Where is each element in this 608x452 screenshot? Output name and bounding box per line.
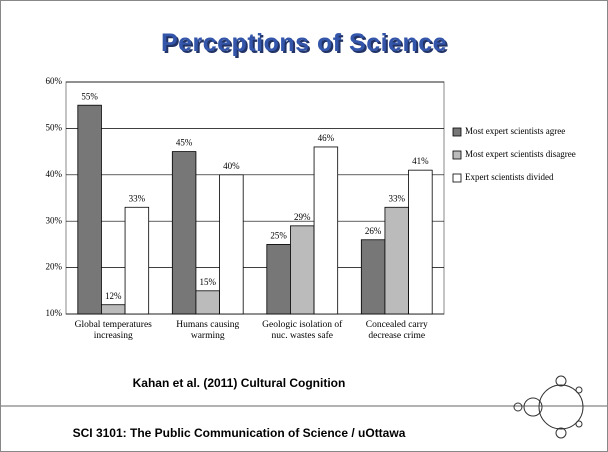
data-label: 45% [176,138,193,148]
bar [384,206,409,315]
data-label: 33% [389,193,406,203]
bar [219,174,244,315]
data-label: 12% [105,291,122,301]
y-tick-label: 50% [46,122,63,132]
bar [313,146,339,315]
data-label: 25% [270,230,287,240]
slide-title: Perceptions of Science [160,29,448,57]
bar [195,290,220,315]
legend-label: Expert scientists divided [465,172,554,182]
footer: SCI 3101: The Public Communication of Sc… [72,426,406,440]
y-tick-label: 30% [46,215,63,225]
citation: Kahan et al. (2011) Cultural Cognition [132,376,346,390]
data-label: 40% [223,161,240,171]
legend-label: Most expert scientists agree [465,126,565,136]
x-tick-label: Concealed carry decrease crime [365,320,428,341]
data-label: 46% [318,133,335,143]
bar [290,225,315,315]
x-tick-label: Humans causing warming [176,320,240,341]
data-label: 33% [129,193,146,203]
data-label: 29% [294,212,311,222]
bar [171,151,197,315]
y-tick-label: 20% [46,262,63,272]
bar [360,239,386,315]
legend-swatch [452,150,462,160]
bar [77,104,102,315]
bar [124,206,150,315]
x-tick-label: Geologic isolation of nuc. wastes safe [262,320,343,341]
y-tick-label: 10% [46,308,63,318]
legend-label: Most expert scientists disagree [465,149,576,159]
data-label: 26% [365,226,382,236]
data-label: 55% [81,91,98,101]
fractal-icon [513,375,584,439]
y-tick-label: 40% [46,169,63,179]
bar [408,169,433,315]
legend-swatch [452,127,462,137]
x-tick-label: Global temperatures increasing [74,320,152,341]
bar [101,304,126,315]
data-label: 41% [412,156,429,166]
data-label: 15% [200,277,217,287]
legend-swatch [452,173,462,183]
y-tick-label: 60% [46,76,63,86]
bar [266,243,291,315]
